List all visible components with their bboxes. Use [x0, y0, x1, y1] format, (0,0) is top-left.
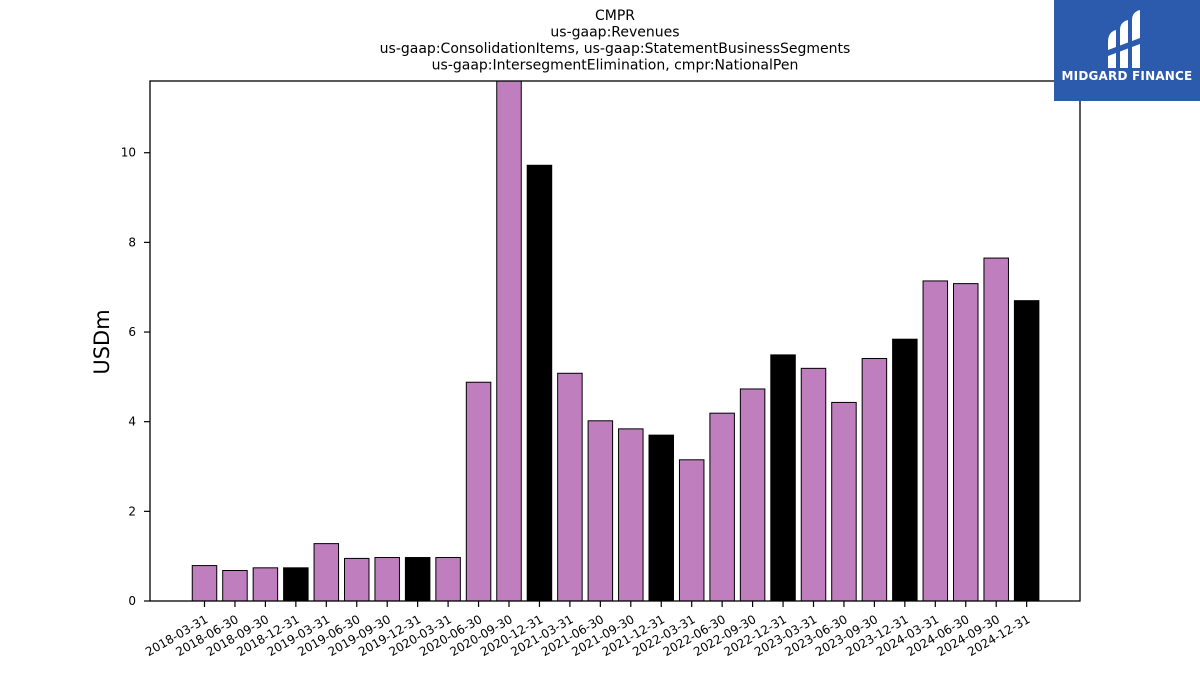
- logo-mark-icon: [1108, 10, 1140, 68]
- bar-2021-03-31: [557, 372, 583, 602]
- bar-2023-12-31: [892, 338, 918, 602]
- bar-2023-03-31: [800, 367, 827, 602]
- bar-2024-12-31: [1013, 300, 1040, 602]
- chart-title: CMPRus-gaap:Revenuesus-gaap:Consolidatio…: [380, 8, 851, 74]
- bar-2018-12-31: [283, 567, 309, 602]
- logo-text: MIDGARD FINANCE: [1061, 69, 1193, 83]
- bar-2021-12-31: [648, 434, 674, 602]
- bar-2019-12-31: [404, 557, 431, 602]
- bar-2023-06-30: [831, 401, 857, 602]
- bar-2023-09-30: [861, 357, 888, 602]
- y-tick-label: 0: [128, 594, 136, 608]
- bar-2020-12-31: [526, 164, 553, 602]
- bar-2021-09-30: [618, 428, 644, 602]
- y-tick-label: 6: [128, 325, 136, 339]
- y-tick-label: 4: [128, 415, 136, 429]
- bars: [191, 80, 1040, 602]
- chart-title-line: CMPR: [595, 8, 635, 24]
- bar-2018-03-31: [191, 565, 218, 602]
- chart-title-line: us-gaap:ConsolidationItems, us-gaap:Stat…: [380, 41, 851, 57]
- y-axis-label: USDm: [90, 309, 114, 374]
- bar-2020-09-30: [496, 80, 522, 602]
- bar-2021-06-30: [587, 420, 614, 602]
- bar-2022-03-31: [678, 459, 705, 602]
- bar-2019-03-31: [313, 543, 340, 602]
- bar-2022-12-31: [770, 354, 796, 602]
- chart-title-line: us-gaap:IntersegmentElimination, cmpr:Na…: [432, 58, 799, 74]
- bar-2022-09-30: [739, 388, 766, 602]
- bar-2019-06-30: [344, 557, 370, 602]
- y-tick-label: 8: [128, 235, 136, 249]
- bar-2020-03-31: [435, 557, 461, 602]
- bar-2018-09-30: [252, 567, 279, 602]
- y-tick-label: 2: [128, 504, 136, 518]
- plot-frame: [149, 80, 1081, 602]
- bar-2019-09-30: [374, 557, 400, 602]
- bar-2024-06-30: [953, 283, 979, 602]
- brand-logo: MIDGARD FINANCE: [1054, 0, 1200, 101]
- bar-2024-09-30: [983, 257, 1009, 602]
- bar-2018-06-30: [222, 570, 248, 602]
- chart-title-line: us-gaap:Revenues: [550, 25, 679, 41]
- y-axis-ticks: 0 2 4 6 8 10: [121, 146, 150, 608]
- x-axis-ticks: 2018-03-312018-06-302018-09-302018-12-31…: [143, 601, 1033, 659]
- bar-2022-06-30: [709, 412, 735, 602]
- bar-2020-06-30: [465, 381, 492, 602]
- bar-2024-03-31: [922, 280, 949, 602]
- y-tick-label: 10: [121, 146, 136, 160]
